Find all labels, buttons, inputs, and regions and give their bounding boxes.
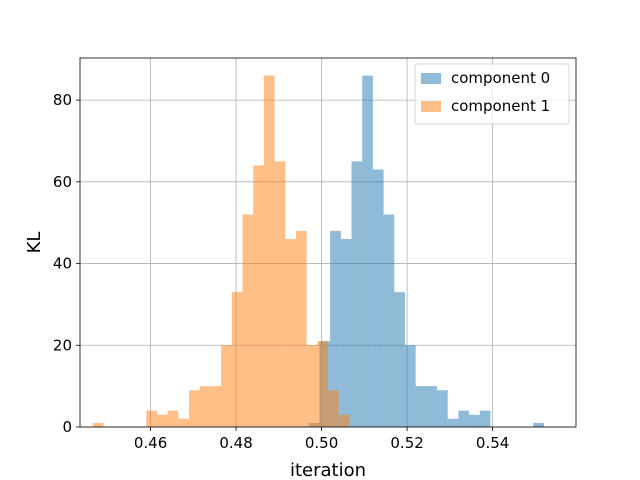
x-tick-label: 0.48 — [219, 434, 252, 452]
histogram-bar — [178, 418, 190, 427]
histogram-bar — [479, 410, 491, 427]
legend: component 0 component 1 — [414, 63, 570, 125]
y-tick-label: 20 — [53, 336, 72, 354]
histogram-bar — [404, 345, 416, 427]
histogram-bar — [295, 230, 307, 427]
histogram-bar — [274, 161, 286, 427]
histogram-bar — [210, 386, 222, 427]
histogram-bar — [469, 414, 480, 427]
histogram-bar — [242, 214, 254, 427]
histogram-bar — [351, 161, 363, 427]
x-axis-ticks: 0.46 0.48 0.50 0.52 0.54 — [134, 427, 509, 452]
legend-swatch-component-1 — [421, 101, 441, 112]
histogram-bar — [263, 75, 275, 428]
y-tick-label: 40 — [53, 255, 72, 273]
x-tick-label: 0.54 — [476, 434, 509, 452]
x-tick-label: 0.46 — [134, 434, 167, 452]
histogram-bar — [415, 386, 427, 427]
histogram-bar — [231, 292, 243, 427]
histogram-bar — [167, 410, 179, 427]
histogram-bar — [306, 345, 318, 427]
histogram-bar — [221, 345, 232, 427]
plot-frame — [79, 57, 577, 428]
y-tick-label: 80 — [53, 91, 72, 109]
histogram-bar — [394, 292, 405, 427]
legend-frame — [414, 63, 570, 125]
histogram-bar — [426, 386, 438, 427]
histogram-bar — [330, 230, 341, 427]
x-tick-label: 0.52 — [390, 434, 423, 452]
legend-label-component-1: component 1 — [451, 97, 550, 115]
histogram-bar — [372, 169, 384, 427]
histogram-bar — [362, 75, 373, 428]
histogram-bar — [383, 214, 395, 427]
histogram-bar — [146, 410, 157, 427]
series-component-1 — [92, 75, 350, 428]
series-component-0 — [308, 75, 544, 428]
histogram-bar — [156, 414, 168, 427]
legend-label-component-0: component 0 — [451, 69, 550, 87]
histogram-bar — [285, 239, 296, 427]
histogram-bar — [253, 165, 264, 428]
histogram-bar — [447, 418, 459, 427]
x-axis-label: iteration — [290, 460, 366, 480]
y-tick-label: 60 — [53, 173, 72, 191]
legend-swatch-component-0 — [421, 73, 441, 84]
histogram-bar — [199, 386, 211, 427]
y-axis-label: KL — [24, 232, 45, 254]
histogram-bar — [189, 390, 200, 427]
histogram-bar — [317, 341, 328, 427]
histogram-bar — [437, 390, 448, 427]
histogram-bars — [92, 75, 544, 428]
histogram-bar — [533, 422, 544, 427]
histogram-bar — [92, 422, 104, 427]
x-tick-label: 0.50 — [305, 434, 338, 452]
histogram-bar — [328, 390, 339, 427]
y-axis-ticks: 0 20 40 60 80 — [53, 91, 80, 436]
y-tick-label: 0 — [62, 418, 72, 436]
histogram-bar — [340, 239, 352, 427]
histogram-bar — [338, 414, 350, 427]
histogram-bar — [458, 410, 470, 427]
